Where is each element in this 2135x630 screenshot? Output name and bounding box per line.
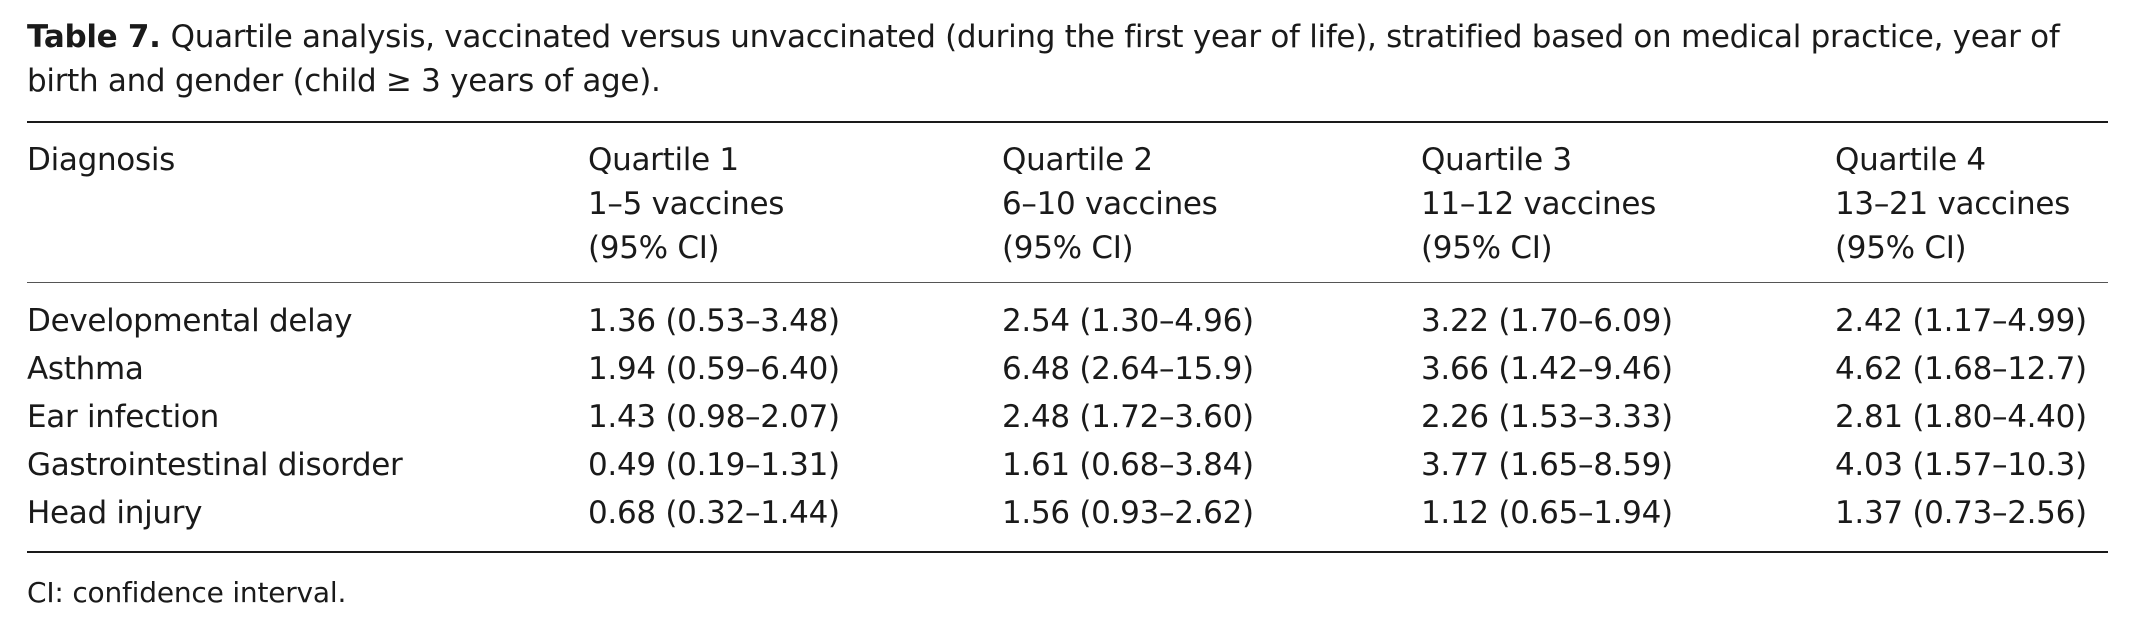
diagnosis-cell: Gastrointestinal disorder (27, 447, 403, 483)
table-cell: 2.54 (1.30–4.96) (1002, 303, 1254, 339)
column-header-line: Quartile 2 (1002, 142, 1153, 178)
table-cell: 2.42 (1.17–4.99) (1835, 303, 2087, 339)
table-cell: 1.12 (0.65–1.94) (1421, 495, 1673, 531)
column-header-line: Quartile 4 (1835, 142, 1986, 178)
table-cell: 3.66 (1.42–9.46) (1421, 351, 1673, 387)
table-header-row: Diagnosis Quartile 1 1–5 vaccines (95% C… (27, 121, 2108, 282)
diagnosis-cell: Developmental delay (27, 303, 353, 339)
column-header-line: Diagnosis (27, 142, 175, 178)
column-header-line: (95% CI) (1002, 230, 1134, 266)
diagnosis-cell: Head injury (27, 495, 203, 531)
table-cell: 2.26 (1.53–3.33) (1421, 399, 1673, 435)
column-header-quartile-3: Quartile 3 11–12 vaccines (95% CI) (1421, 121, 1835, 282)
column-header-line: (95% CI) (1421, 230, 1553, 266)
table-cell: 1.37 (0.73–2.56) (1835, 495, 2087, 531)
column-header-line: Quartile 1 (588, 142, 739, 178)
diagnosis-cell: Ear infection (27, 399, 219, 435)
column-header-quartile-4: Quartile 4 13–21 vaccines (95% CI) (1835, 121, 2108, 282)
table-row: Head injury 0.68 (0.32–1.44) 1.56 (0.93–… (27, 489, 2108, 537)
diagnosis-cell: Asthma (27, 351, 144, 387)
table-cell: 1.94 (0.59–6.40) (588, 351, 840, 387)
table-cell: 1.43 (0.98–2.07) (588, 399, 840, 435)
table-cell: 3.22 (1.70–6.09) (1421, 303, 1673, 339)
table-caption-label: Table 7. (27, 19, 161, 55)
column-header-line: Quartile 3 (1421, 142, 1572, 178)
table-footnote: CI: confidence interval. (27, 576, 347, 609)
table-cell: 1.56 (0.93–2.62) (1002, 495, 1254, 531)
column-header-line: (95% CI) (588, 230, 720, 266)
table-caption: Table 7. Quartile analysis, vaccinated ve… (27, 15, 2107, 103)
column-header-line: 13–21 vaccines (1835, 186, 2070, 222)
table-row: Ear infection 1.43 (0.98–2.07) 2.48 (1.7… (27, 393, 2108, 441)
column-header-line: (95% CI) (1835, 230, 1967, 266)
table-row: Asthma 1.94 (0.59–6.40) 6.48 (2.64–15.9)… (27, 345, 2108, 393)
table-cell: 0.49 (0.19–1.31) (588, 447, 840, 483)
table-bottom-rule (27, 551, 2108, 553)
table-row: Developmental delay 1.36 (0.53–3.48) 2.5… (27, 282, 2108, 345)
table-cell: 4.03 (1.57–10.3) (1835, 447, 2087, 483)
column-header-line: 6–10 vaccines (1002, 186, 1218, 222)
table-cell: 2.81 (1.80–4.40) (1835, 399, 2087, 435)
table-header-rule (27, 282, 2108, 283)
table-cell: 6.48 (2.64–15.9) (1002, 351, 1254, 387)
table-row: Gastrointestinal disorder 0.49 (0.19–1.3… (27, 441, 2108, 489)
column-header-quartile-1: Quartile 1 1–5 vaccines (95% CI) (588, 121, 1002, 282)
table-cell: 0.68 (0.32–1.44) (588, 495, 840, 531)
column-header-line: 1–5 vaccines (588, 186, 785, 222)
quartile-table: Diagnosis Quartile 1 1–5 vaccines (95% C… (27, 121, 2108, 537)
table-cell: 3.77 (1.65–8.59) (1421, 447, 1673, 483)
table-top-rule (27, 121, 2108, 123)
column-header-line: 11–12 vaccines (1421, 186, 1656, 222)
table-cell: 1.61 (0.68–3.84) (1002, 447, 1254, 483)
table-caption-text: Quartile analysis, vaccinated versus unv… (27, 19, 2060, 99)
column-header-quartile-2: Quartile 2 6–10 vaccines (95% CI) (1002, 121, 1421, 282)
table-cell: 1.36 (0.53–3.48) (588, 303, 840, 339)
column-header-diagnosis: Diagnosis (27, 121, 588, 282)
table-cell: 4.62 (1.68–12.7) (1835, 351, 2087, 387)
table-cell: 2.48 (1.72–3.60) (1002, 399, 1254, 435)
